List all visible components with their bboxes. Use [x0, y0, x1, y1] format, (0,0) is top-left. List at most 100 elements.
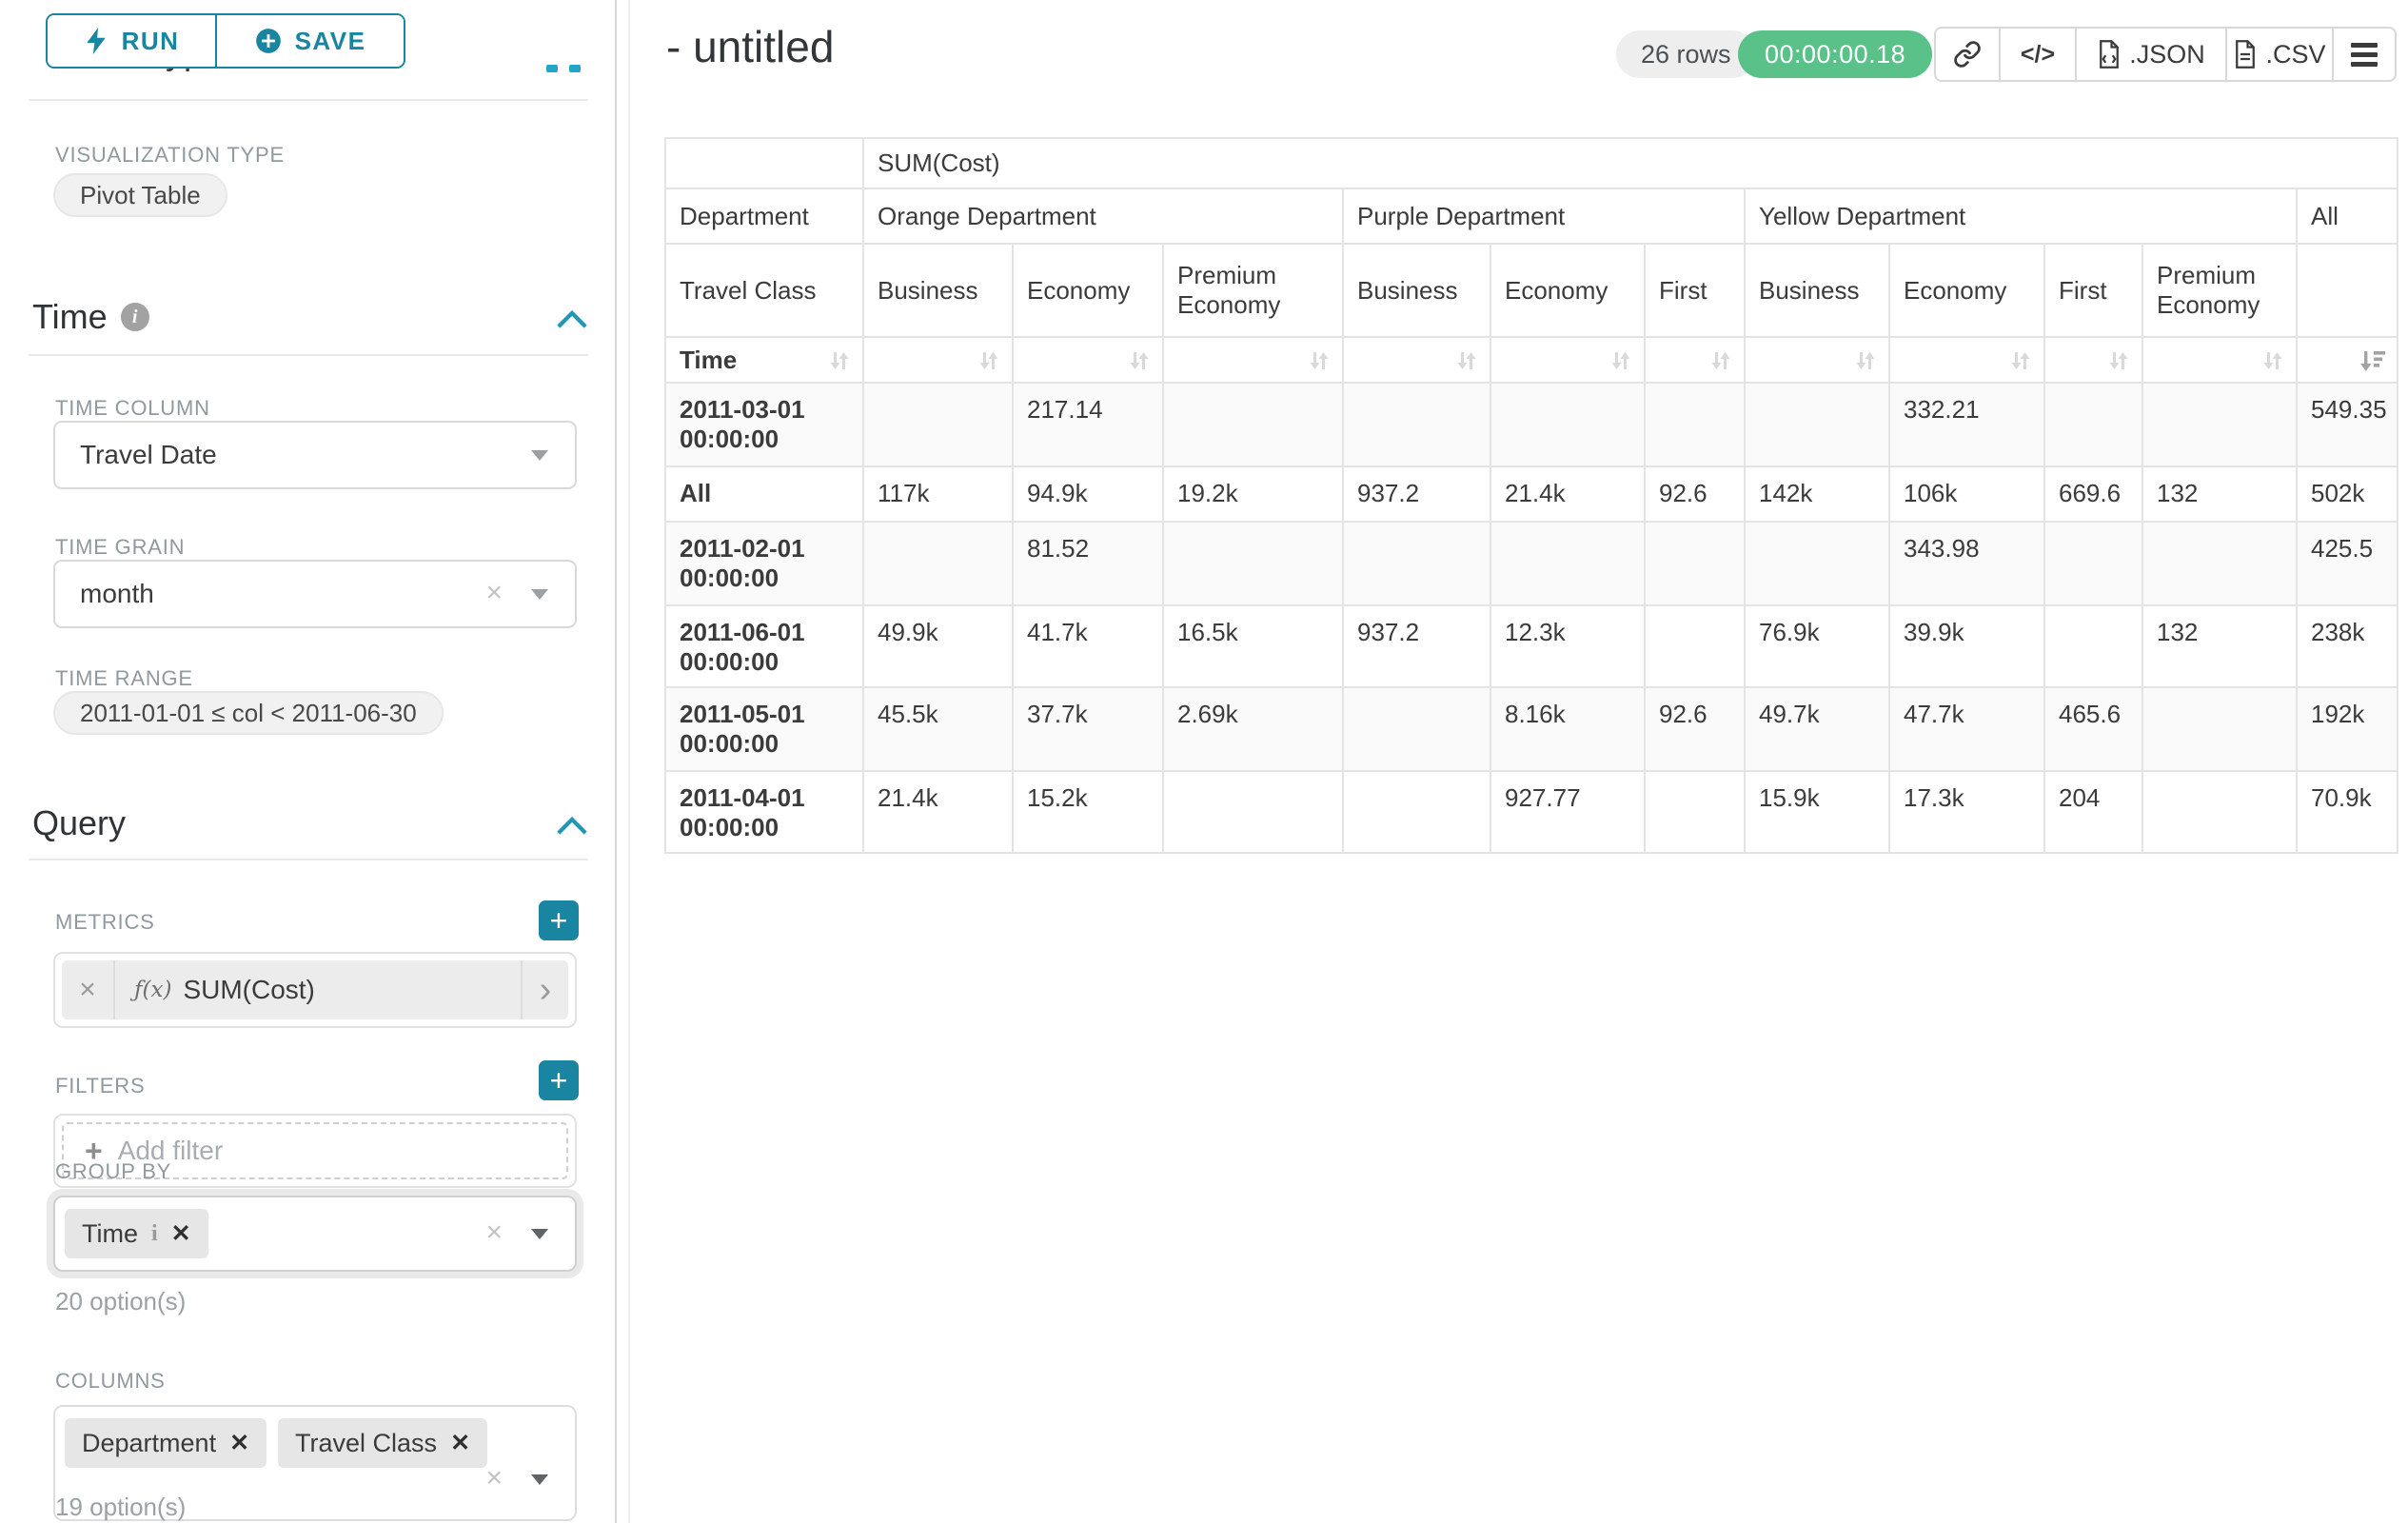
row-label: 2011-04-01 00:00:00 — [665, 771, 863, 853]
pivot-cell: 204 — [2044, 771, 2142, 853]
run-button[interactable]: RUN — [48, 15, 215, 67]
sort-icon[interactable] — [1707, 347, 1734, 374]
pivot-cell — [1645, 522, 1745, 605]
pivot-cell: 117k — [863, 466, 1013, 522]
pivot-cell — [1343, 771, 1490, 853]
sort-header[interactable] — [2297, 337, 2398, 383]
sort-header[interactable] — [1745, 337, 1889, 383]
columns-tag-travel-class[interactable]: Travel Class ✕ — [278, 1418, 487, 1468]
pivot-cell: 41.7k — [1013, 605, 1163, 687]
export-json-button[interactable]: .JSON — [2075, 29, 2225, 80]
pivot-cell: 502k — [2297, 466, 2398, 522]
heading-info-icon[interactable] — [569, 65, 581, 72]
time-section-header[interactable]: Time i — [32, 297, 149, 337]
pivot-cell — [1645, 383, 1745, 466]
pivot-cell — [2044, 605, 2142, 687]
remove-tag-icon[interactable]: ✕ — [171, 1219, 191, 1248]
add-filter-plus-button[interactable]: + — [539, 1060, 579, 1100]
pivot-cell: 927.77 — [1490, 771, 1645, 853]
chevron-right-icon[interactable]: › — [521, 960, 568, 1019]
sort-header[interactable] — [2142, 337, 2297, 383]
lightning-bolt-icon — [84, 27, 109, 55]
pivot-cell — [1343, 383, 1490, 466]
export-button-group: </> .JSON .CSV — [1934, 27, 2397, 82]
columns-tag-department[interactable]: Department ✕ — [65, 1418, 266, 1468]
pivot-cell: 937.2 — [1343, 466, 1490, 522]
sort-header[interactable] — [1490, 337, 1645, 383]
heading-edit-icon[interactable] — [546, 65, 558, 72]
clear-icon[interactable]: × — [485, 1464, 503, 1493]
chevron-down-icon — [531, 1474, 548, 1485]
filters-label: FILTERS — [55, 1074, 145, 1098]
clear-icon[interactable]: × — [485, 1218, 503, 1247]
sort-icon[interactable] — [1306, 347, 1332, 374]
superset-explore-page: Chart Type RUN SAVE VISUALIZATION TYPE — [0, 0, 2408, 1523]
pivot-cell: 15.2k — [1013, 771, 1163, 853]
sort-icon[interactable] — [826, 347, 853, 374]
row-count-badge: 26 rows — [1616, 30, 1756, 78]
pivot-cell: 425.5 — [2297, 522, 2398, 605]
sort-icon[interactable] — [976, 347, 1002, 374]
columns-options-count: 19 option(s) — [55, 1493, 186, 1522]
panel-resize-gutter[interactable] — [628, 0, 630, 1523]
sort-header[interactable]: Time — [665, 337, 863, 383]
chevron-up-icon[interactable] — [556, 310, 588, 329]
sort-header[interactable] — [1163, 337, 1343, 383]
sort-desc-icon[interactable] — [2359, 347, 2387, 374]
clear-icon[interactable]: × — [485, 579, 503, 607]
add-metric-button[interactable]: + — [539, 900, 579, 940]
pivot-cell: 45.5k — [863, 687, 1013, 771]
metric-pill[interactable]: × ƒ(x) SUM(Cost) › — [62, 960, 568, 1019]
chart-title[interactable]: - untitled — [666, 21, 834, 72]
pivot-cell: 8.16k — [1490, 687, 1645, 771]
chevron-up-icon[interactable] — [556, 817, 588, 836]
query-section-title: Query — [32, 803, 126, 843]
metric-main[interactable]: ƒ(x) SUM(Cost) — [115, 975, 521, 1005]
sort-header[interactable] — [1343, 337, 1490, 383]
pivot-cell — [863, 383, 1013, 466]
class-header: Economy — [1013, 244, 1163, 337]
sort-icon[interactable] — [2105, 347, 2132, 374]
time-range-pill[interactable]: 2011-01-01 ≤ col < 2011-06-30 — [53, 691, 444, 735]
remove-tag-icon[interactable]: ✕ — [450, 1429, 470, 1457]
pivot-cell: 106k — [1889, 466, 2044, 522]
sort-icon[interactable] — [2007, 347, 2034, 374]
group-by-select[interactable]: Time i ✕ × — [53, 1196, 577, 1272]
pivot-cell: 192k — [2297, 687, 2398, 771]
remove-tag-icon[interactable]: ✕ — [229, 1429, 249, 1457]
time-range-label: TIME RANGE — [55, 666, 193, 691]
class-header: Premium Economy — [1163, 244, 1343, 337]
sort-icon[interactable] — [1126, 347, 1153, 374]
time-grain-value: month — [80, 579, 154, 609]
save-button[interactable]: SAVE — [215, 15, 404, 67]
sort-icon[interactable] — [1608, 347, 1634, 374]
view-query-button[interactable]: </> — [1999, 29, 2075, 80]
row-label: 2011-06-01 00:00:00 — [665, 605, 863, 687]
pivot-cell: 343.98 — [1889, 522, 2044, 605]
pivot-corner-cell — [665, 138, 863, 188]
time-column-select[interactable]: Travel Date — [53, 421, 577, 489]
remove-metric-icon[interactable]: × — [62, 960, 115, 1019]
sort-header[interactable] — [1013, 337, 1163, 383]
viz-type-pill[interactable]: Pivot Table — [53, 173, 227, 217]
share-link-button[interactable] — [1936, 29, 1999, 80]
sort-header[interactable] — [863, 337, 1013, 383]
group-header: Purple Department — [1343, 188, 1745, 244]
export-csv-button[interactable]: .CSV — [2225, 29, 2332, 80]
pivot-cell: 92.6 — [1645, 687, 1745, 771]
pivot-cell — [1163, 383, 1343, 466]
sort-icon[interactable] — [2260, 347, 2286, 374]
file-json-icon — [2097, 40, 2122, 69]
sort-header[interactable] — [1889, 337, 2044, 383]
sort-header[interactable] — [2044, 337, 2142, 383]
time-grain-select[interactable]: month × — [53, 560, 577, 628]
group-by-tag-time[interactable]: Time i ✕ — [65, 1209, 208, 1258]
pivot-cell — [1490, 383, 1645, 466]
sort-header[interactable] — [1645, 337, 1745, 383]
query-section-header[interactable]: Query — [32, 803, 126, 843]
pivot-cell: 142k — [1745, 466, 1889, 522]
sort-icon[interactable] — [1852, 347, 1879, 374]
more-options-button[interactable] — [2332, 29, 2395, 80]
sort-icon[interactable] — [1453, 347, 1480, 374]
pivot-cell — [2044, 522, 2142, 605]
